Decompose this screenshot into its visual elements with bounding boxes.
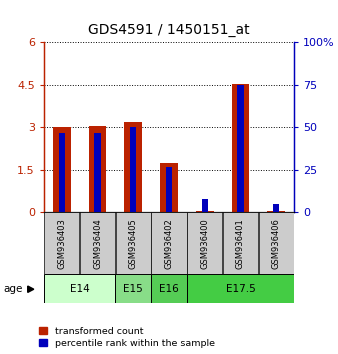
Bar [151,212,187,274]
Bar [223,212,258,274]
Bar [196,211,214,212]
Text: GSM936402: GSM936402 [165,218,173,269]
Bar [58,132,65,212]
Bar [116,212,151,274]
Text: GSM936406: GSM936406 [272,218,281,269]
Bar [237,85,244,212]
Text: GDS4591 / 1450151_at: GDS4591 / 1450151_at [88,23,250,37]
Text: E14: E14 [70,284,90,293]
Text: age: age [3,284,23,294]
Bar [130,127,137,212]
Bar [232,84,249,212]
Bar [124,122,142,212]
Text: GSM936401: GSM936401 [236,218,245,269]
Bar [53,127,71,212]
Bar [44,212,79,274]
Text: GSM936403: GSM936403 [57,218,66,269]
Text: GSM936405: GSM936405 [129,218,138,269]
Bar [187,274,294,303]
Bar [89,126,106,212]
Bar [160,163,178,212]
Text: E16: E16 [159,284,179,293]
Text: GSM936404: GSM936404 [93,218,102,269]
Bar [166,166,172,212]
Polygon shape [28,286,34,292]
Bar [273,204,280,212]
Text: E17.5: E17.5 [225,284,255,293]
Text: E15: E15 [123,284,143,293]
Bar [259,212,294,274]
Bar [94,132,101,212]
Legend: transformed count, percentile rank within the sample: transformed count, percentile rank withi… [39,327,215,348]
Bar [44,274,115,303]
Bar [115,274,151,303]
Bar [151,274,187,303]
Bar [201,199,208,212]
Bar [187,212,222,274]
Text: GSM936400: GSM936400 [200,218,209,269]
Bar [80,212,115,274]
Bar [267,211,285,212]
